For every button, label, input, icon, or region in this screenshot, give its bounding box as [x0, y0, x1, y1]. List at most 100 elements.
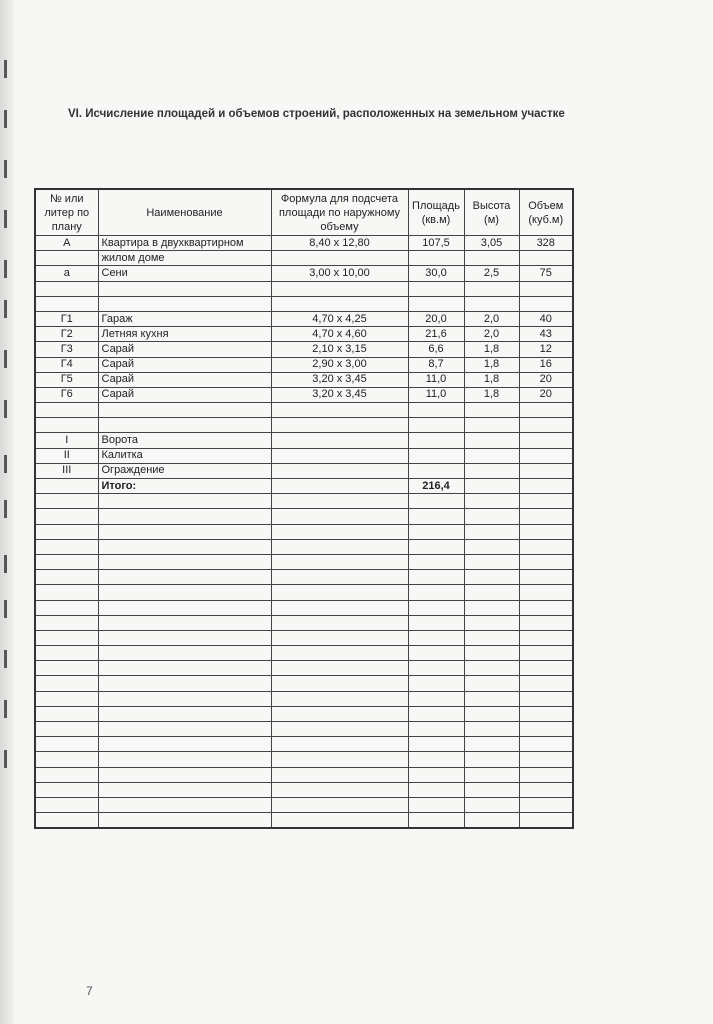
cell-formula: [270, 447, 409, 464]
cell-empty: [518, 477, 574, 495]
cell-area: 30,0: [407, 265, 465, 282]
cell-volume: 43: [518, 326, 574, 343]
empty-row: [34, 705, 574, 723]
binding-hole: [4, 700, 7, 718]
empty-row: [34, 736, 574, 753]
cell-number: [34, 250, 99, 267]
cell-number: [34, 295, 99, 312]
cell-area: [407, 280, 465, 297]
table-row: А Квартира в двухквартирном 8,40 x 12,80 10…: [34, 234, 574, 252]
table-row: [34, 417, 574, 434]
cell-empty: [518, 523, 574, 540]
cell-empty: [518, 736, 574, 753]
cell-number: Г3: [34, 341, 99, 358]
cell-empty: [97, 736, 272, 753]
cell-empty: [97, 751, 272, 768]
table-row: Г1 Гараж 4,70 x 4,25 20,0 2,0 40: [34, 310, 574, 328]
binding-hole: [4, 160, 7, 178]
header-area: Площадь (кв.м): [407, 188, 465, 236]
cell-formula: 2,10 x 3,15: [270, 341, 409, 358]
table-row: III Ограждение: [34, 462, 574, 480]
cell-name: Ограждение: [97, 462, 272, 480]
cell-area: [407, 447, 465, 464]
cell-empty: [34, 508, 99, 525]
cell-empty: [97, 645, 272, 662]
cell-empty: [270, 675, 409, 692]
cell-empty: [463, 705, 520, 723]
cell-empty: [97, 720, 272, 738]
cell-empty: [270, 569, 409, 586]
cell-empty: [270, 660, 409, 677]
table-row: I Ворота: [34, 432, 574, 449]
cell-empty: [34, 720, 99, 738]
cell-empty: [518, 538, 574, 555]
cell-name: Сарай: [97, 341, 272, 358]
cell-area: 20,0: [407, 310, 465, 328]
areas-table: № или литер по плану Наименование Формул…: [34, 188, 574, 830]
cell-empty: [463, 720, 520, 738]
cell-formula: 8,40 x 12,80: [270, 234, 409, 252]
cell-empty: [518, 796, 574, 814]
cell-empty: [407, 629, 465, 647]
total-label: Итого:: [97, 477, 272, 495]
cell-name: Квартира в двухквартирном: [97, 234, 272, 252]
cell-name: Летняя кухня: [97, 326, 272, 343]
empty-row: [34, 766, 574, 783]
cell-empty: [34, 751, 99, 768]
cell-name: Гараж: [97, 310, 272, 328]
binding-hole: [4, 60, 7, 78]
table-row: [34, 402, 574, 419]
cell-area: 11,0: [407, 371, 465, 388]
cell-volume: 16: [518, 356, 574, 373]
cell-name: [97, 417, 272, 434]
cell-formula: 4,70 x 4,25: [270, 310, 409, 328]
cell-empty: [97, 614, 272, 631]
cell-formula: [270, 295, 409, 312]
cell-number: Г6: [34, 386, 99, 404]
cell-volume: 75: [518, 265, 574, 282]
cell-height: 2,0: [463, 310, 520, 328]
cell-empty: [407, 705, 465, 723]
cell-formula: [270, 250, 409, 267]
cell-empty: [463, 508, 520, 525]
cell-empty: [97, 766, 272, 783]
cell-empty: [97, 690, 272, 707]
cell-empty: [463, 766, 520, 783]
empty-row: [34, 584, 574, 601]
cell-height: 1,8: [463, 341, 520, 358]
cell-empty: [407, 720, 465, 738]
cell-height: [463, 432, 520, 449]
cell-formula: [270, 432, 409, 449]
cell-empty: [34, 645, 99, 662]
cell-empty: [270, 766, 409, 783]
cell-empty: [463, 660, 520, 677]
cell-formula: 3,20 x 3,45: [270, 386, 409, 404]
empty-row: [34, 812, 574, 829]
cell-empty: [270, 493, 409, 510]
cell-empty: [97, 508, 272, 525]
cell-empty: [34, 660, 99, 677]
table-row: Г4 Сарай 2,90 x 3,00 8,7 1,8 16: [34, 356, 574, 373]
cell-empty: [518, 508, 574, 525]
table-row: Г6 Сарай 3,20 x 3,45 11,0 1,8 20: [34, 386, 574, 404]
cell-empty: [463, 584, 520, 601]
cell-empty: [463, 690, 520, 707]
cell-empty: [407, 553, 465, 571]
empty-row: [34, 553, 574, 571]
cell-height: 1,8: [463, 356, 520, 373]
cell-volume: [518, 280, 574, 297]
section-title: VI. Исчисление площадей и объемов строен…: [68, 108, 565, 120]
cell-empty: [518, 493, 574, 510]
binding-hole: [4, 650, 7, 668]
cell-empty: [463, 538, 520, 555]
cell-empty: [34, 629, 99, 647]
cell-volume: 20: [518, 371, 574, 388]
cell-number: [34, 280, 99, 297]
cell-empty: [34, 493, 99, 510]
cell-empty: [463, 523, 520, 540]
cell-empty: [518, 614, 574, 631]
cell-empty: [270, 614, 409, 631]
cell-empty: [270, 705, 409, 723]
header-number: № или литер по плану: [34, 188, 99, 236]
cell-empty: [407, 812, 465, 829]
